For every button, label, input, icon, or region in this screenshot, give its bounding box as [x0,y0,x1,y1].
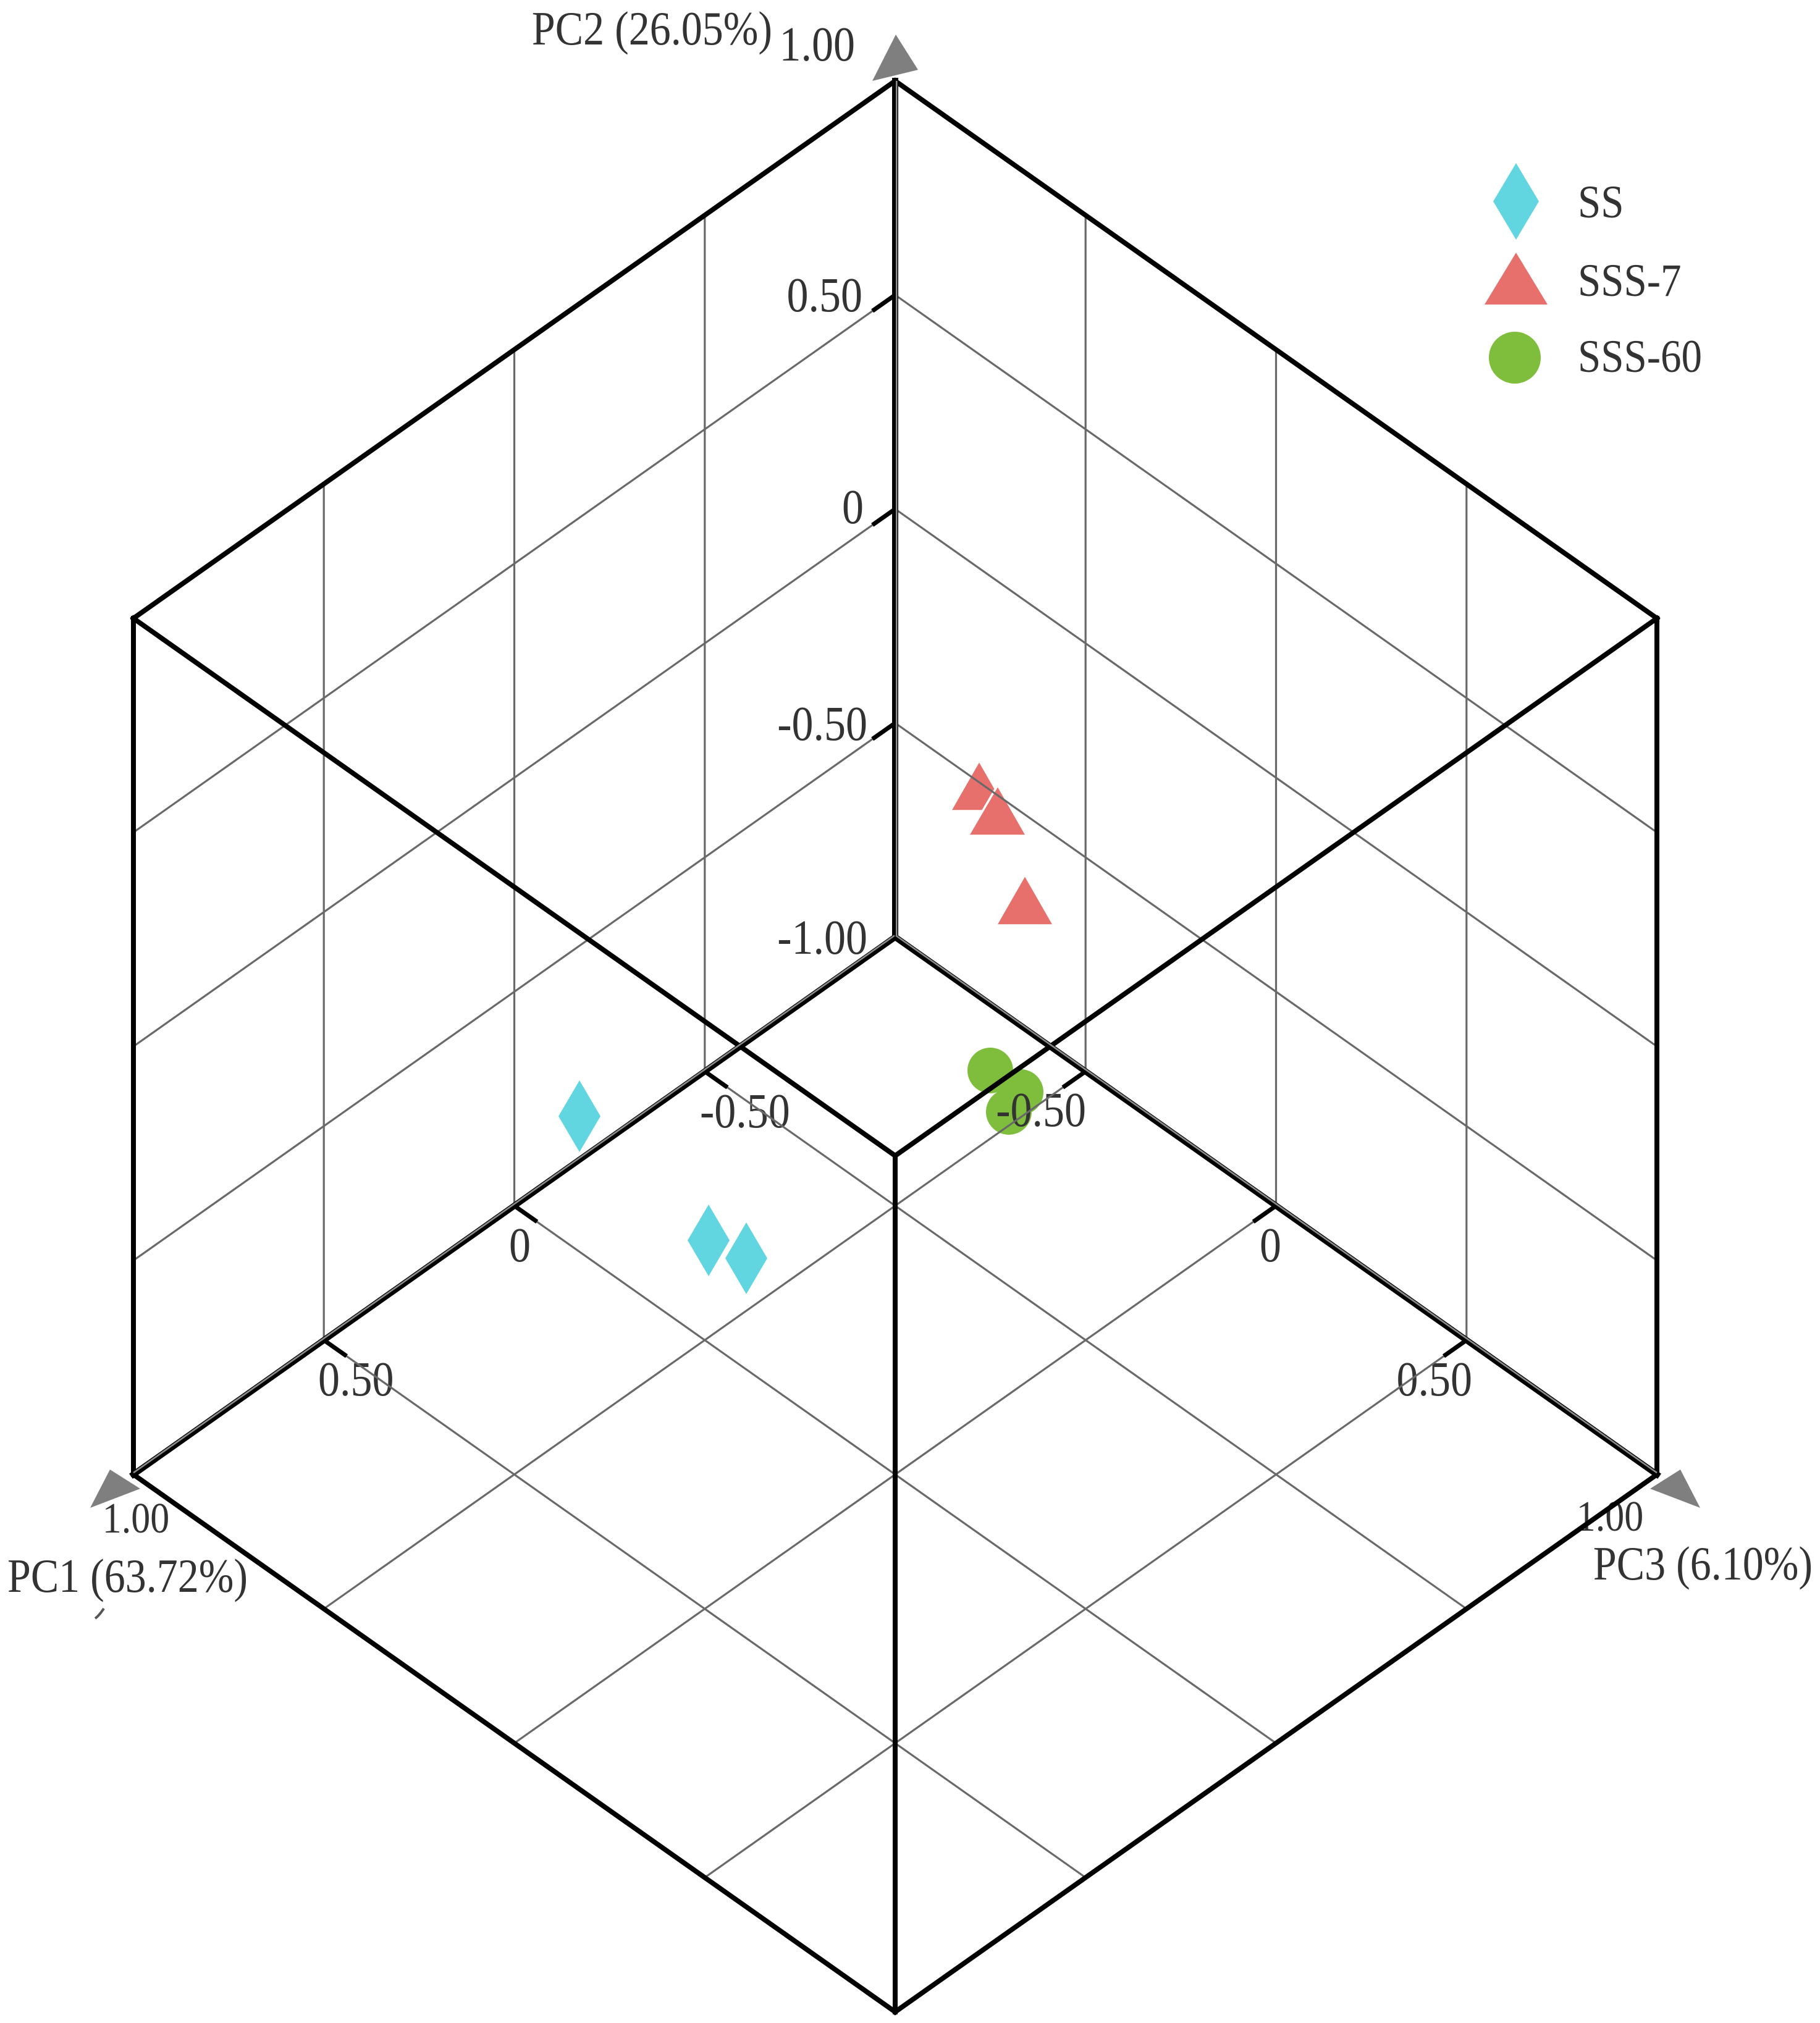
svg-text:SS: SS [1578,176,1624,228]
svg-text:-0.50: -0.50 [700,1084,790,1138]
svg-text:1.00: 1.00 [780,17,855,72]
svg-text:0: 0 [509,1218,531,1272]
svg-text:PC1 (63.72%): PC1 (63.72%) [7,1549,248,1602]
svg-text:1.00: 1.00 [1577,1493,1643,1541]
svg-text:0: 0 [1260,1218,1281,1272]
svg-text:0.50: 0.50 [318,1352,394,1407]
svg-text:-0.50: -0.50 [996,1083,1086,1137]
svg-text:1.00: 1.00 [103,1495,169,1542]
svg-text:0: 0 [842,480,864,534]
svg-text:SSS-7: SSS-7 [1578,254,1682,306]
svg-text:-1.00: -1.00 [777,911,867,965]
svg-text:-0.50: -0.50 [777,697,867,751]
svg-text:PC2 (26.05%): PC2 (26.05%) [532,2,772,55]
svg-text:SSS-60: SSS-60 [1578,330,1702,382]
svg-text:0.50: 0.50 [1397,1352,1472,1407]
svg-text:0.50: 0.50 [787,268,862,322]
svg-text:PC3 (6.10%): PC3 (6.10%) [1593,1537,1813,1590]
